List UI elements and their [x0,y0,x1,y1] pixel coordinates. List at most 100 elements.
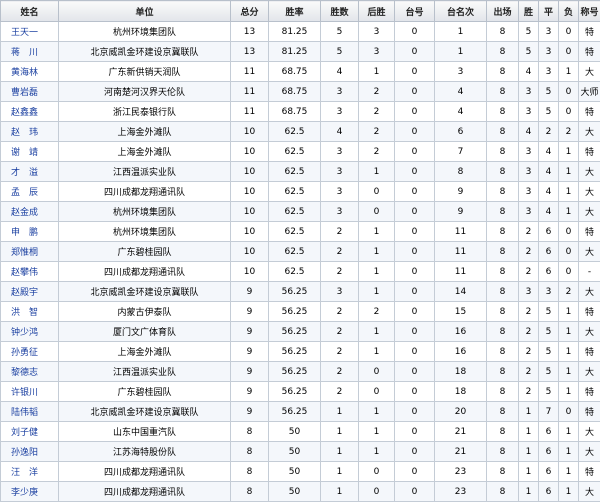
player-name-cell[interactable]: 赵 玮 [1,122,59,142]
player-name-cell[interactable]: 郑惟桐 [1,242,59,262]
col-header-title[interactable]: 称号 [579,1,600,22]
player-name-cell[interactable]: 申 鹏 [1,222,59,242]
win-count-cell: 2 [321,382,359,402]
team-name-cell: 河南楚河汉界天伦队 [59,82,231,102]
col-header-board-rank[interactable]: 台名次 [435,1,487,22]
player-name-cell[interactable]: 曹岩磊 [1,82,59,102]
games-played-cell: 8 [487,22,519,42]
win-count-cell: 4 [321,62,359,82]
games-played-cell: 8 [487,242,519,262]
total-score-cell: 9 [231,362,269,382]
col-header-board-number[interactable]: 台号 [395,1,435,22]
games-played-cell: 8 [487,362,519,382]
wins-cell: 4 [519,122,539,142]
black-wins-cell: 0 [359,462,395,482]
player-title-cell: 大师 [579,82,600,102]
black-wins-cell: 3 [359,22,395,42]
col-header-wins[interactable]: 胜 [519,1,539,22]
player-name-cell[interactable]: 汪 洋 [1,462,59,482]
player-name-cell[interactable]: 才 溢 [1,162,59,182]
player-title-cell: 大 [579,182,600,202]
board-number-cell: 0 [395,182,435,202]
total-score-cell: 10 [231,182,269,202]
col-header-draws[interactable]: 平 [539,1,559,22]
player-name-cell[interactable]: 许银川 [1,382,59,402]
col-header-losses[interactable]: 负 [559,1,579,22]
win-rate-cell: 68.75 [269,62,321,82]
col-header-team[interactable]: 单位 [59,1,231,22]
player-name-cell[interactable]: 黄海林 [1,62,59,82]
draws-cell: 3 [539,62,559,82]
team-name-cell: 江西温派实业队 [59,162,231,182]
win-rate-cell: 62.5 [269,222,321,242]
col-header-win-rate[interactable]: 胜率 [269,1,321,22]
player-name-cell[interactable]: 王天一 [1,22,59,42]
player-title-cell: 大 [579,122,600,142]
col-header-games-played[interactable]: 出场 [487,1,519,22]
games-played-cell: 8 [487,182,519,202]
player-name-cell[interactable]: 陆伟韬 [1,402,59,422]
player-name-cell[interactable]: 孙逸阳 [1,442,59,462]
col-header-name[interactable]: 姓名 [1,1,59,22]
black-wins-cell: 0 [359,362,395,382]
player-name-cell[interactable]: 钟少鸿 [1,322,59,342]
win-count-cell: 1 [321,482,359,502]
black-wins-cell: 1 [359,442,395,462]
draws-cell: 6 [539,262,559,282]
player-name-cell[interactable]: 赵鑫鑫 [1,102,59,122]
col-header-win-count[interactable]: 胜数 [321,1,359,22]
player-name-cell[interactable]: 孟 辰 [1,182,59,202]
col-header-black-wins[interactable]: 后胜 [359,1,395,22]
player-name-cell[interactable]: 蒋 川 [1,42,59,62]
player-title-cell: 特 [579,382,600,402]
col-header-total-score[interactable]: 总分 [231,1,269,22]
wins-cell: 1 [519,462,539,482]
player-title-cell: 大 [579,62,600,82]
win-count-cell: 2 [321,302,359,322]
board-rank-cell: 14 [435,282,487,302]
player-name-cell[interactable]: 赵金成 [1,202,59,222]
player-name-cell[interactable]: 孙勇征 [1,342,59,362]
draws-cell: 6 [539,442,559,462]
wins-cell: 4 [519,62,539,82]
draws-cell: 5 [539,362,559,382]
team-name-cell: 杭州环境集团队 [59,202,231,222]
player-name-cell[interactable]: 李少庚 [1,482,59,502]
losses-cell: 1 [559,362,579,382]
player-title-cell: - [579,262,600,282]
player-name-cell[interactable]: 黎德志 [1,362,59,382]
win-rate-cell: 56.25 [269,282,321,302]
player-name-cell[interactable]: 洪 智 [1,302,59,322]
total-score-cell: 10 [231,242,269,262]
player-name-cell[interactable]: 赵攀伟 [1,262,59,282]
draws-cell: 6 [539,422,559,442]
player-name-cell[interactable]: 谢 靖 [1,142,59,162]
losses-cell: 1 [559,142,579,162]
player-name-cell[interactable]: 赵殿宇 [1,282,59,302]
player-name-cell[interactable]: 刘子健 [1,422,59,442]
